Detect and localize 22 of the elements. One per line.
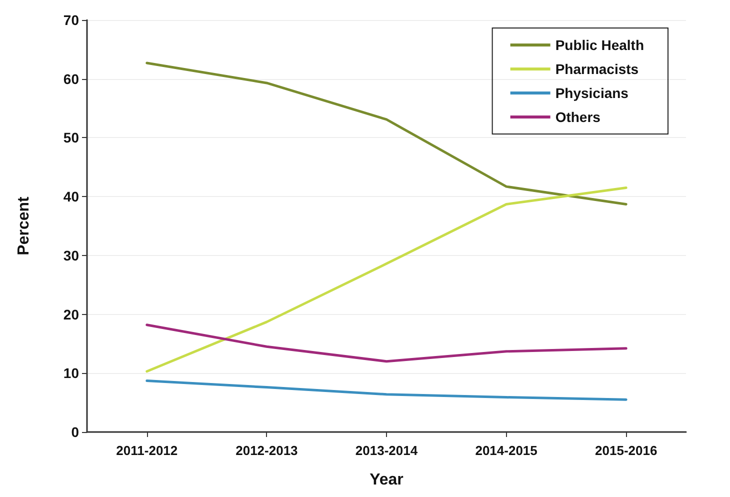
line-series xyxy=(146,324,628,363)
y-tick-label: 20 xyxy=(63,306,80,322)
y-tick-label: 60 xyxy=(63,70,80,87)
x-axis-title: Year xyxy=(370,472,404,488)
y-tick-label: 10 xyxy=(63,365,80,382)
y-tick-label: 0 xyxy=(71,424,80,440)
x-tick-label: 2013-2014 xyxy=(355,443,418,458)
y-tick-label: 70 xyxy=(63,12,80,28)
y-tick-label: 50 xyxy=(63,130,80,146)
x-tick-label: 2015-2016 xyxy=(595,443,658,458)
y-axis-title: Percent xyxy=(16,196,32,256)
line-series xyxy=(146,380,628,401)
legend-label: Public Health xyxy=(555,37,644,53)
legend-label: Physicians xyxy=(555,85,629,101)
x-tick-label: 2011-2012 xyxy=(116,443,178,458)
line-series xyxy=(146,186,628,373)
x-tick-label: 2014-2015 xyxy=(475,443,538,458)
x-tick-label: 2012-2013 xyxy=(236,443,298,458)
legend-label: Pharmacists xyxy=(555,61,639,77)
legend-label: Others xyxy=(555,109,601,125)
y-tick-label: 40 xyxy=(63,188,80,205)
y-tick-label: 30 xyxy=(63,247,80,264)
